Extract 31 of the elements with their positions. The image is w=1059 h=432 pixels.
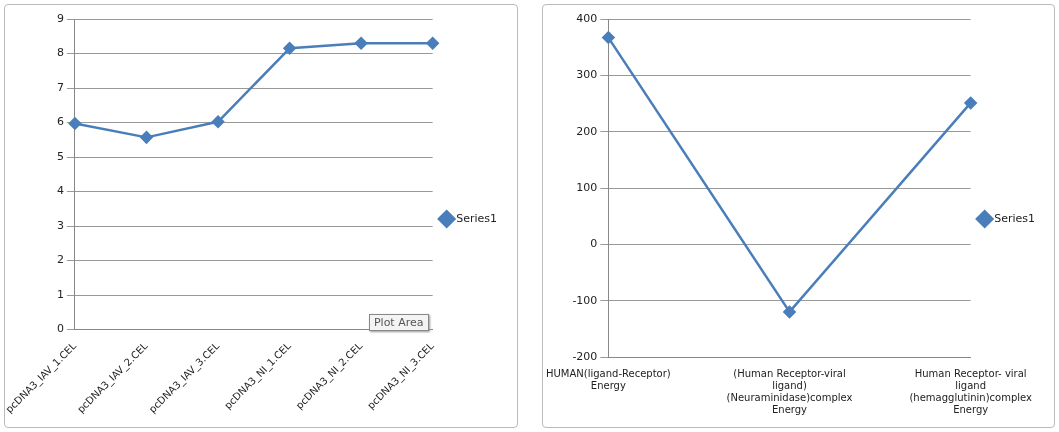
y-tick-label: 2 — [56, 253, 64, 267]
point — [426, 36, 439, 50]
y-tick-label: 4 — [56, 184, 64, 198]
point — [211, 115, 225, 129]
x-tick-label: Human Receptor- viral ligand (hemagglutinin)complex Energy — [908, 367, 1032, 415]
y-tick-label: 1 — [56, 287, 64, 301]
point — [782, 305, 796, 319]
y-tick-label: 0 — [56, 322, 64, 336]
y-tick-label: 0 — [589, 237, 597, 251]
legend-label: Series1 — [993, 211, 1035, 225]
y-tick-label: 300 — [575, 68, 597, 82]
y-tick-label: 8 — [56, 46, 64, 60]
y-tick-label: 400 — [575, 11, 597, 25]
point — [354, 36, 368, 50]
y-tick-label: 6 — [56, 115, 64, 129]
y-tick-label: 100 — [575, 180, 597, 194]
x-tick-label: (Human Receptor-viral ligand) (Neuraminidase)complex Energy — [726, 367, 853, 415]
legend-label: Series1 — [456, 211, 497, 225]
y-tick-label: 5 — [56, 149, 64, 163]
y-tick-label: 9 — [56, 11, 64, 25]
y-tick-label: -200 — [571, 349, 597, 363]
y-tick-label: -100 — [571, 293, 597, 307]
point — [140, 131, 153, 144]
point — [601, 31, 615, 44]
y-tick-label: 3 — [56, 218, 64, 232]
y-tick-label: 7 — [56, 80, 64, 94]
point — [283, 42, 296, 55]
x-tick-label: HUMAN(ligand-Receptor) Energy — [545, 367, 671, 391]
annotation: Plot Area — [368, 314, 429, 331]
y-tick-label: 200 — [575, 124, 597, 138]
point — [963, 96, 977, 110]
